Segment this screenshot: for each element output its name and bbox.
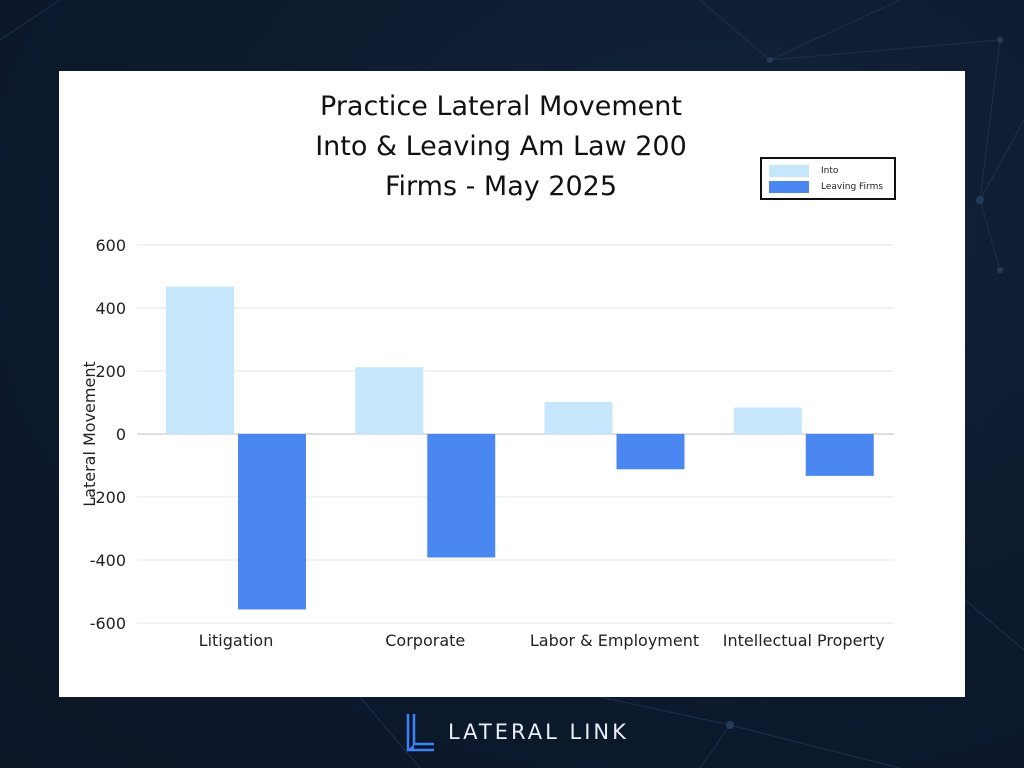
legend-swatch-into: [769, 165, 809, 177]
bar-into: [166, 286, 234, 434]
legend-item-into: Into: [769, 164, 838, 178]
y-tick-label: 0: [116, 425, 126, 444]
brand-name: LATERAL LINK: [448, 720, 629, 744]
legend-item-leaving-firms: Leaving Firms: [769, 180, 883, 194]
y-axis-label: Lateral Movement: [80, 361, 99, 507]
legend-label-into: Into: [821, 166, 839, 176]
chart-title-line-2: Into & Leaving Am Law 200: [315, 131, 687, 162]
y-tick-label: 200: [95, 362, 126, 381]
y-tick-label: 400: [95, 299, 126, 318]
x-tick-label: Intellectual Property: [723, 631, 885, 650]
chart-title-line-1: Practice Lateral Movement: [320, 91, 682, 122]
x-tick-label: Litigation: [199, 631, 274, 650]
y-tick-label: -200: [90, 488, 126, 507]
bar-into: [733, 407, 802, 434]
chart-legend: Into Leaving Firms: [760, 157, 896, 200]
bar-leaving-firms: [616, 434, 685, 470]
legend-label-leaving-firms: Leaving Firms: [821, 182, 884, 192]
y-tick-label: -600: [90, 614, 126, 633]
bar-leaving-firms: [805, 434, 874, 476]
bar-into: [544, 401, 613, 434]
y-tick-label: 600: [95, 236, 126, 255]
x-tick-label: Labor & Employment: [530, 631, 699, 650]
legend-swatch-leaving-firms: [769, 181, 809, 193]
x-tick-label: Corporate: [385, 631, 465, 650]
y-tick-label: -400: [90, 551, 126, 570]
bar-into: [355, 367, 424, 434]
brand: LATERAL LINK: [404, 712, 629, 752]
lateral-link-logo-icon: [406, 714, 434, 752]
bar-leaving-firms: [427, 434, 496, 558]
chart-plot: 600 400 200 0 -200 -400 -600 Lateral Movement Li…: [80, 236, 894, 650]
bar-leaving-firms: [238, 434, 306, 610]
chart-title-line-3: Firms - May 2025: [384, 171, 618, 202]
chart-card: 600 400 200 0 -200 -400 -600 Lateral Movement Li…: [59, 71, 965, 697]
